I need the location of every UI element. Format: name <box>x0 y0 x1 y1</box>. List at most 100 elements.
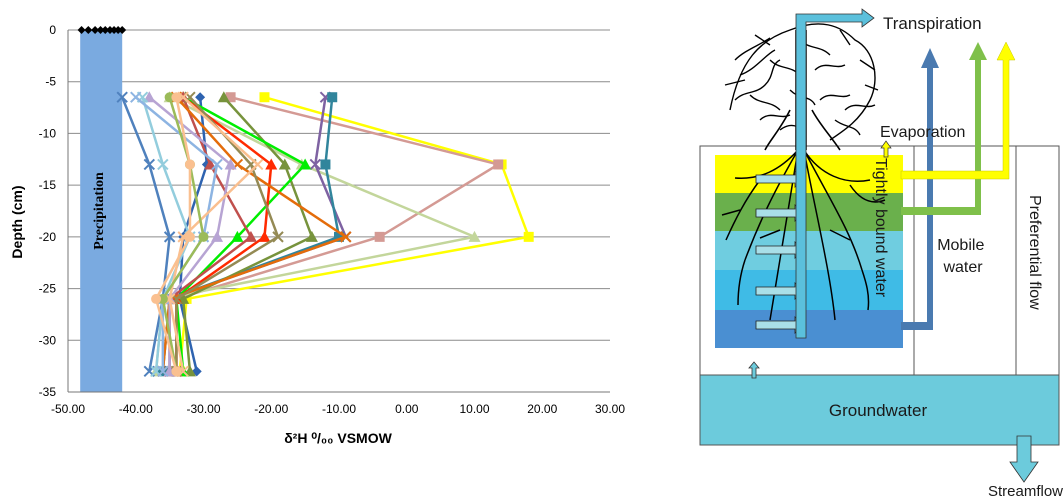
groundwater-box <box>699 374 1060 446</box>
isotope-depth-chart: Precipitation -50.00 -40.00 -30.00 -20.00 -1… <box>9 23 625 446</box>
precipitation-band <box>80 30 123 392</box>
series-point <box>327 92 338 103</box>
yellow-pool-arrow-icon <box>900 41 1016 180</box>
y-tick-label: 0 <box>49 23 56 37</box>
series-point <box>305 230 318 242</box>
evaporation-arrow-icon <box>880 140 892 158</box>
surface-point <box>101 26 110 34</box>
surface-point <box>114 26 123 34</box>
y-tick-label: -30 <box>39 333 57 347</box>
y-tick-label: -10 <box>39 126 57 140</box>
series-point <box>181 293 192 304</box>
capillary-rise-icon <box>748 361 760 379</box>
transpiration-label: Transpiration <box>883 14 982 33</box>
series-point <box>251 158 264 171</box>
mobile-water-label-line2: water <box>942 259 983 276</box>
preferential-flow-label: Preferential flow <box>1026 195 1043 310</box>
gridlines <box>68 29 610 393</box>
layer-blue <box>715 270 903 310</box>
surface-point <box>110 26 119 34</box>
x-tick-label: -10.00 <box>322 402 356 416</box>
water-pool-diagram: Groundwater Streamflow Transpiration <box>699 8 1063 500</box>
series-point <box>195 92 206 103</box>
series-point <box>224 158 237 170</box>
series-point <box>211 230 224 242</box>
evaporation-label: Evaporation <box>880 124 965 141</box>
mobile-water-arrow-icon <box>901 48 939 330</box>
series-point <box>157 158 169 171</box>
layer-light-blue <box>715 231 903 270</box>
series-point <box>116 91 128 103</box>
y-tick-label: -20 <box>39 230 57 244</box>
series-point <box>340 231 352 243</box>
series-point <box>265 158 278 170</box>
series-point <box>225 92 236 103</box>
surface-point <box>77 26 86 34</box>
x-tick-label: -20.00 <box>254 402 288 416</box>
surface-point <box>96 26 105 34</box>
series-point <box>184 159 195 170</box>
series-point <box>493 159 504 170</box>
series-point <box>258 230 271 242</box>
series-2 <box>174 92 534 377</box>
mobile-water-label: Mobile water <box>937 237 989 276</box>
series-layer <box>116 91 534 378</box>
streamflow-arrow-icon <box>1009 435 1039 483</box>
series-point <box>320 159 331 170</box>
series-point <box>198 231 209 242</box>
tightly-bound-water-label: Tightly bound water <box>872 158 889 298</box>
series-line <box>178 96 531 372</box>
series-point <box>151 293 162 304</box>
x-tick-label: -40.00 <box>119 402 153 416</box>
x-tick-label: -30.00 <box>186 402 220 416</box>
series-point <box>163 231 176 243</box>
series-point <box>278 158 291 170</box>
x-tick-labels: -50.00 -40.00 -30.00 -20.00 -10.00 0.00 10.00 2… <box>51 402 625 416</box>
series-point <box>171 366 182 377</box>
series-point <box>272 231 284 243</box>
series-line <box>175 96 308 372</box>
y-tick-labels: 0 -5 -10 -15 -20 -25 -30 -35 <box>39 23 57 399</box>
root-network-icon <box>721 149 886 321</box>
series-point <box>157 365 169 378</box>
series-point <box>130 91 142 103</box>
series-point <box>143 91 156 103</box>
x-tick-label: 20.00 <box>527 402 557 416</box>
x-tick-label: 30.00 <box>595 402 625 416</box>
y-tick-label: -15 <box>39 178 57 192</box>
series-point <box>143 158 156 171</box>
transpiration-arrow-icon <box>795 8 875 339</box>
groundwater-label: Groundwater <box>829 401 928 420</box>
y-axis-label: Depth (cm) <box>9 185 25 258</box>
series-point <box>171 92 182 103</box>
x-tick-label: -50.00 <box>51 402 85 416</box>
series-point <box>374 231 385 242</box>
surface-point <box>91 26 100 34</box>
series-point <box>309 158 321 171</box>
series-point <box>468 230 481 242</box>
series-point <box>299 158 312 170</box>
series-point <box>523 231 534 242</box>
streamflow-label: Streamflow <box>988 483 1063 500</box>
x-axis-label: δ²H ⁰/₀₀ VSMOW <box>284 430 392 446</box>
series-point <box>204 158 217 170</box>
surface-point <box>84 26 93 34</box>
series-point <box>244 230 257 242</box>
series-point <box>211 158 223 171</box>
surface-point <box>118 26 127 34</box>
layer-deep-blue <box>715 310 903 348</box>
series-point <box>184 231 195 242</box>
x-tick-label: 10.00 <box>459 402 489 416</box>
series-point <box>217 91 230 103</box>
series-point <box>259 92 270 103</box>
series-point <box>334 231 344 242</box>
y-tick-label: -5 <box>45 75 56 89</box>
precipitation-label: Precipitation <box>92 172 107 250</box>
series-point <box>231 230 244 242</box>
y-tick-label: -35 <box>39 385 57 399</box>
green-pool-arrow-icon <box>901 42 987 215</box>
mobile-water-label-line1: Mobile <box>937 237 984 254</box>
series-19 <box>151 92 195 377</box>
surface-point <box>106 26 115 34</box>
x-tick-label: 0.00 <box>395 402 419 416</box>
